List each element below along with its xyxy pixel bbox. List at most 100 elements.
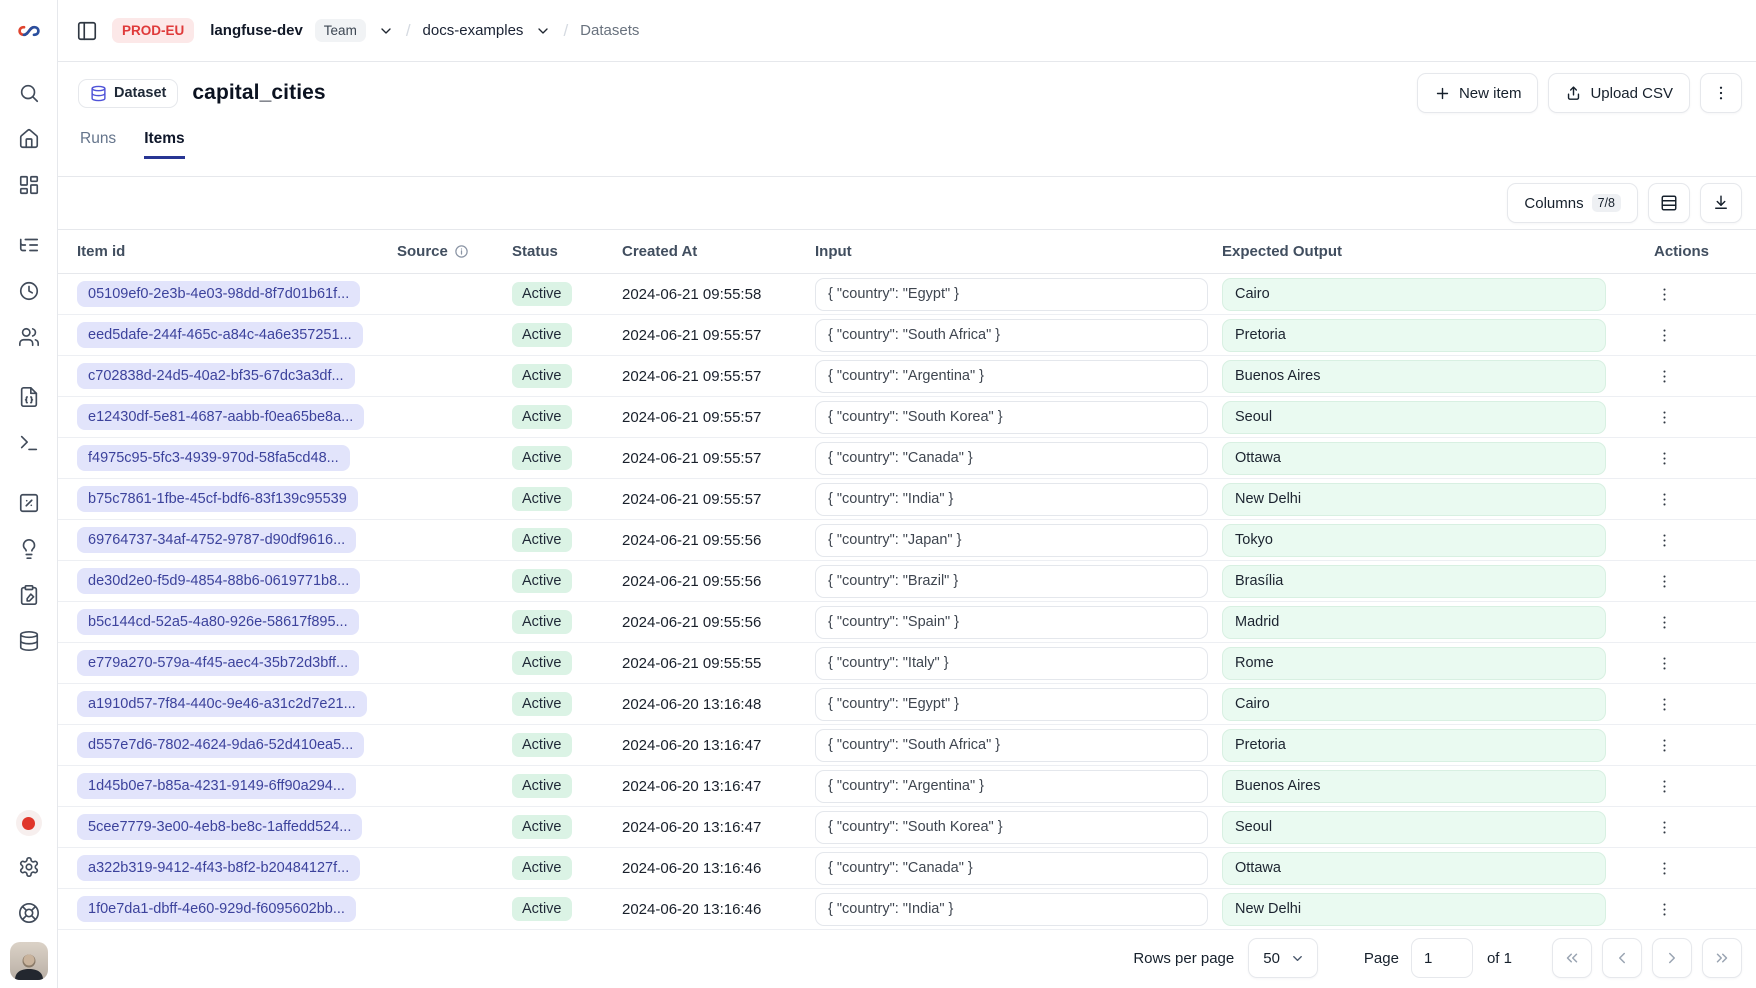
project-chevron-down-icon[interactable]: [535, 23, 551, 39]
expected-output-cell[interactable]: Buenos Aires: [1222, 769, 1606, 803]
expected-output-cell[interactable]: Buenos Aires: [1222, 359, 1606, 393]
row-actions-button[interactable]: [1650, 280, 1679, 309]
llm-as-a-judge-icon[interactable]: [12, 534, 46, 564]
item-id-pill[interactable]: d557e7d6-7802-4624-9da6-52d410ea5...: [77, 732, 365, 758]
export-button[interactable]: [1700, 183, 1742, 223]
row-actions-button[interactable]: [1650, 485, 1679, 514]
row-actions-button[interactable]: [1650, 608, 1679, 637]
row-actions-button[interactable]: [1650, 813, 1679, 842]
expected-output-cell[interactable]: New Delhi: [1222, 482, 1606, 516]
row-actions-button[interactable]: [1650, 649, 1679, 678]
item-id-pill[interactable]: eed5dafe-244f-465c-a84c-4a6e357251...: [77, 322, 363, 348]
item-id-pill[interactable]: 05109ef0-2e3b-4e03-98dd-8f7d01b61f...: [77, 281, 361, 307]
item-id-pill[interactable]: a322b319-9412-4f43-b8f2-b20484127f...: [77, 855, 361, 881]
expected-output-cell[interactable]: New Delhi: [1222, 892, 1606, 926]
item-id-pill[interactable]: 1d45b0e7-b85a-4231-9149-6ff90a294...: [77, 773, 356, 799]
row-actions-button[interactable]: [1650, 772, 1679, 801]
input-cell[interactable]: { "country": "India" }: [815, 482, 1208, 516]
table-row[interactable]: e779a270-579a-4f45-aec4-35b72d3bff... Ac…: [58, 643, 1756, 684]
input-cell[interactable]: { "country": "Italy" }: [815, 646, 1208, 680]
expected-output-cell[interactable]: Cairo: [1222, 687, 1606, 721]
input-cell[interactable]: { "country": "Spain" }: [815, 605, 1208, 639]
row-actions-button[interactable]: [1650, 690, 1679, 719]
item-id-pill[interactable]: 1f0e7da1-dbff-4e60-929d-f6095602bb...: [77, 896, 356, 922]
annotation-queues-icon[interactable]: [12, 580, 46, 610]
input-cell[interactable]: { "country": "Brazil" }: [815, 564, 1208, 598]
item-id-pill[interactable]: c702838d-24d5-40a2-bf35-67dc3a3df...: [77, 363, 355, 389]
expected-output-cell[interactable]: Rome: [1222, 646, 1606, 680]
row-actions-button[interactable]: [1650, 321, 1679, 350]
first-page-button[interactable]: [1552, 938, 1592, 978]
table-row[interactable]: 1d45b0e7-b85a-4231-9149-6ff90a294... Act…: [58, 766, 1756, 807]
row-actions-button[interactable]: [1650, 403, 1679, 432]
row-actions-button[interactable]: [1650, 895, 1679, 924]
new-item-button[interactable]: New item: [1416, 73, 1539, 113]
row-actions-button[interactable]: [1650, 362, 1679, 391]
expected-output-cell[interactable]: Tokyo: [1222, 523, 1606, 557]
support-lifebuoy-icon[interactable]: [12, 898, 46, 928]
input-cell[interactable]: { "country": "Japan" }: [815, 523, 1208, 557]
row-height-button[interactable]: [1648, 183, 1690, 223]
table-row[interactable]: de30d2e0-f5d9-4854-88b6-0619771b8... Act…: [58, 561, 1756, 602]
item-id-pill[interactable]: a1910d57-7f84-440c-9e46-a31c2d7e21...: [77, 691, 367, 717]
table-row[interactable]: eed5dafe-244f-465c-a84c-4a6e357251... Ac…: [58, 315, 1756, 356]
table-row[interactable]: e12430df-5e81-4687-aabb-f0ea65be8a... Ac…: [58, 397, 1756, 438]
expected-output-cell[interactable]: Brasília: [1222, 564, 1606, 598]
item-id-pill[interactable]: e12430df-5e81-4687-aabb-f0ea65be8a...: [77, 404, 365, 430]
input-cell[interactable]: { "country": "Argentina" }: [815, 769, 1208, 803]
input-cell[interactable]: { "country": "South Africa" }: [815, 318, 1208, 352]
table-row[interactable]: 5cee7779-3e00-4eb8-be8c-1affedd524... Ac…: [58, 807, 1756, 848]
table-row[interactable]: 69764737-34af-4752-9787-d90df9616... Act…: [58, 520, 1756, 561]
next-page-button[interactable]: [1652, 938, 1692, 978]
row-actions-button[interactable]: [1650, 731, 1679, 760]
sessions-icon[interactable]: [12, 276, 46, 306]
input-cell[interactable]: { "country": "Argentina" }: [815, 359, 1208, 393]
tab-items[interactable]: Items: [144, 130, 185, 159]
table-row[interactable]: b5c144cd-52a5-4a80-926e-58617f895... Act…: [58, 602, 1756, 643]
input-cell[interactable]: { "country": "South Africa" }: [815, 728, 1208, 762]
previous-page-button[interactable]: [1602, 938, 1642, 978]
recording-indicator[interactable]: [15, 810, 42, 836]
item-id-pill[interactable]: e779a270-579a-4f45-aec4-35b72d3bff...: [77, 650, 360, 676]
input-cell[interactable]: { "country": "South Korea" }: [815, 400, 1208, 434]
table-row[interactable]: f4975c95-5fc3-4939-970d-58fa5cd48... Act…: [58, 438, 1756, 479]
table-row[interactable]: 1f0e7da1-dbff-4e60-929d-f6095602bb... Ac…: [58, 889, 1756, 930]
expected-output-cell[interactable]: Ottawa: [1222, 851, 1606, 885]
input-cell[interactable]: { "country": "Egypt" }: [815, 687, 1208, 721]
item-id-pill[interactable]: 69764737-34af-4752-9787-d90df9616...: [77, 527, 357, 553]
table-row[interactable]: a322b319-9412-4f43-b8f2-b20484127f... Ac…: [58, 848, 1756, 889]
input-cell[interactable]: { "country": "Egypt" }: [815, 277, 1208, 311]
input-cell[interactable]: { "country": "South Korea" }: [815, 810, 1208, 844]
input-cell[interactable]: { "country": "Canada" }: [815, 851, 1208, 885]
user-avatar[interactable]: [9, 942, 48, 980]
breadcrumb-section[interactable]: Datasets: [580, 22, 640, 39]
last-page-button[interactable]: [1702, 938, 1742, 978]
table-row[interactable]: b75c7861-1fbe-45cf-bdf6-83f139c95539 Act…: [58, 479, 1756, 520]
row-actions-button[interactable]: [1650, 567, 1679, 596]
users-icon[interactable]: [12, 322, 46, 352]
expected-output-cell[interactable]: Seoul: [1222, 400, 1606, 434]
evaluation-icon[interactable]: [12, 488, 46, 518]
columns-button[interactable]: Columns 7/8: [1507, 183, 1638, 223]
sidebar-toggle-icon[interactable]: [74, 18, 100, 44]
prompts-icon[interactable]: [12, 382, 46, 412]
page-number-input[interactable]: [1410, 938, 1473, 978]
item-id-pill[interactable]: 5cee7779-3e00-4eb8-be8c-1affedd524...: [77, 814, 363, 840]
table-row[interactable]: d557e7d6-7802-4624-9da6-52d410ea5... Act…: [58, 725, 1756, 766]
info-icon[interactable]: [454, 244, 469, 259]
expected-output-cell[interactable]: Madrid: [1222, 605, 1606, 639]
item-id-pill[interactable]: b5c144cd-52a5-4a80-926e-58617f895...: [77, 609, 359, 635]
table-row[interactable]: a1910d57-7f84-440c-9e46-a31c2d7e21... Ac…: [58, 684, 1756, 725]
expected-output-cell[interactable]: Ottawa: [1222, 441, 1606, 475]
settings-gear-icon[interactable]: [12, 852, 46, 882]
expected-output-cell[interactable]: Pretoria: [1222, 728, 1606, 762]
row-actions-button[interactable]: [1650, 444, 1679, 473]
item-id-pill[interactable]: f4975c95-5fc3-4939-970d-58fa5cd48...: [77, 445, 350, 471]
row-actions-button[interactable]: [1650, 526, 1679, 555]
header-more-actions-button[interactable]: [1700, 73, 1742, 113]
dashboards-icon[interactable]: [12, 170, 46, 200]
input-cell[interactable]: { "country": "Canada" }: [815, 441, 1208, 475]
rows-per-page-select[interactable]: 50: [1248, 938, 1318, 978]
tab-runs[interactable]: Runs: [80, 130, 117, 147]
table-row[interactable]: 05109ef0-2e3b-4e03-98dd-8f7d01b61f... Ac…: [58, 274, 1756, 315]
